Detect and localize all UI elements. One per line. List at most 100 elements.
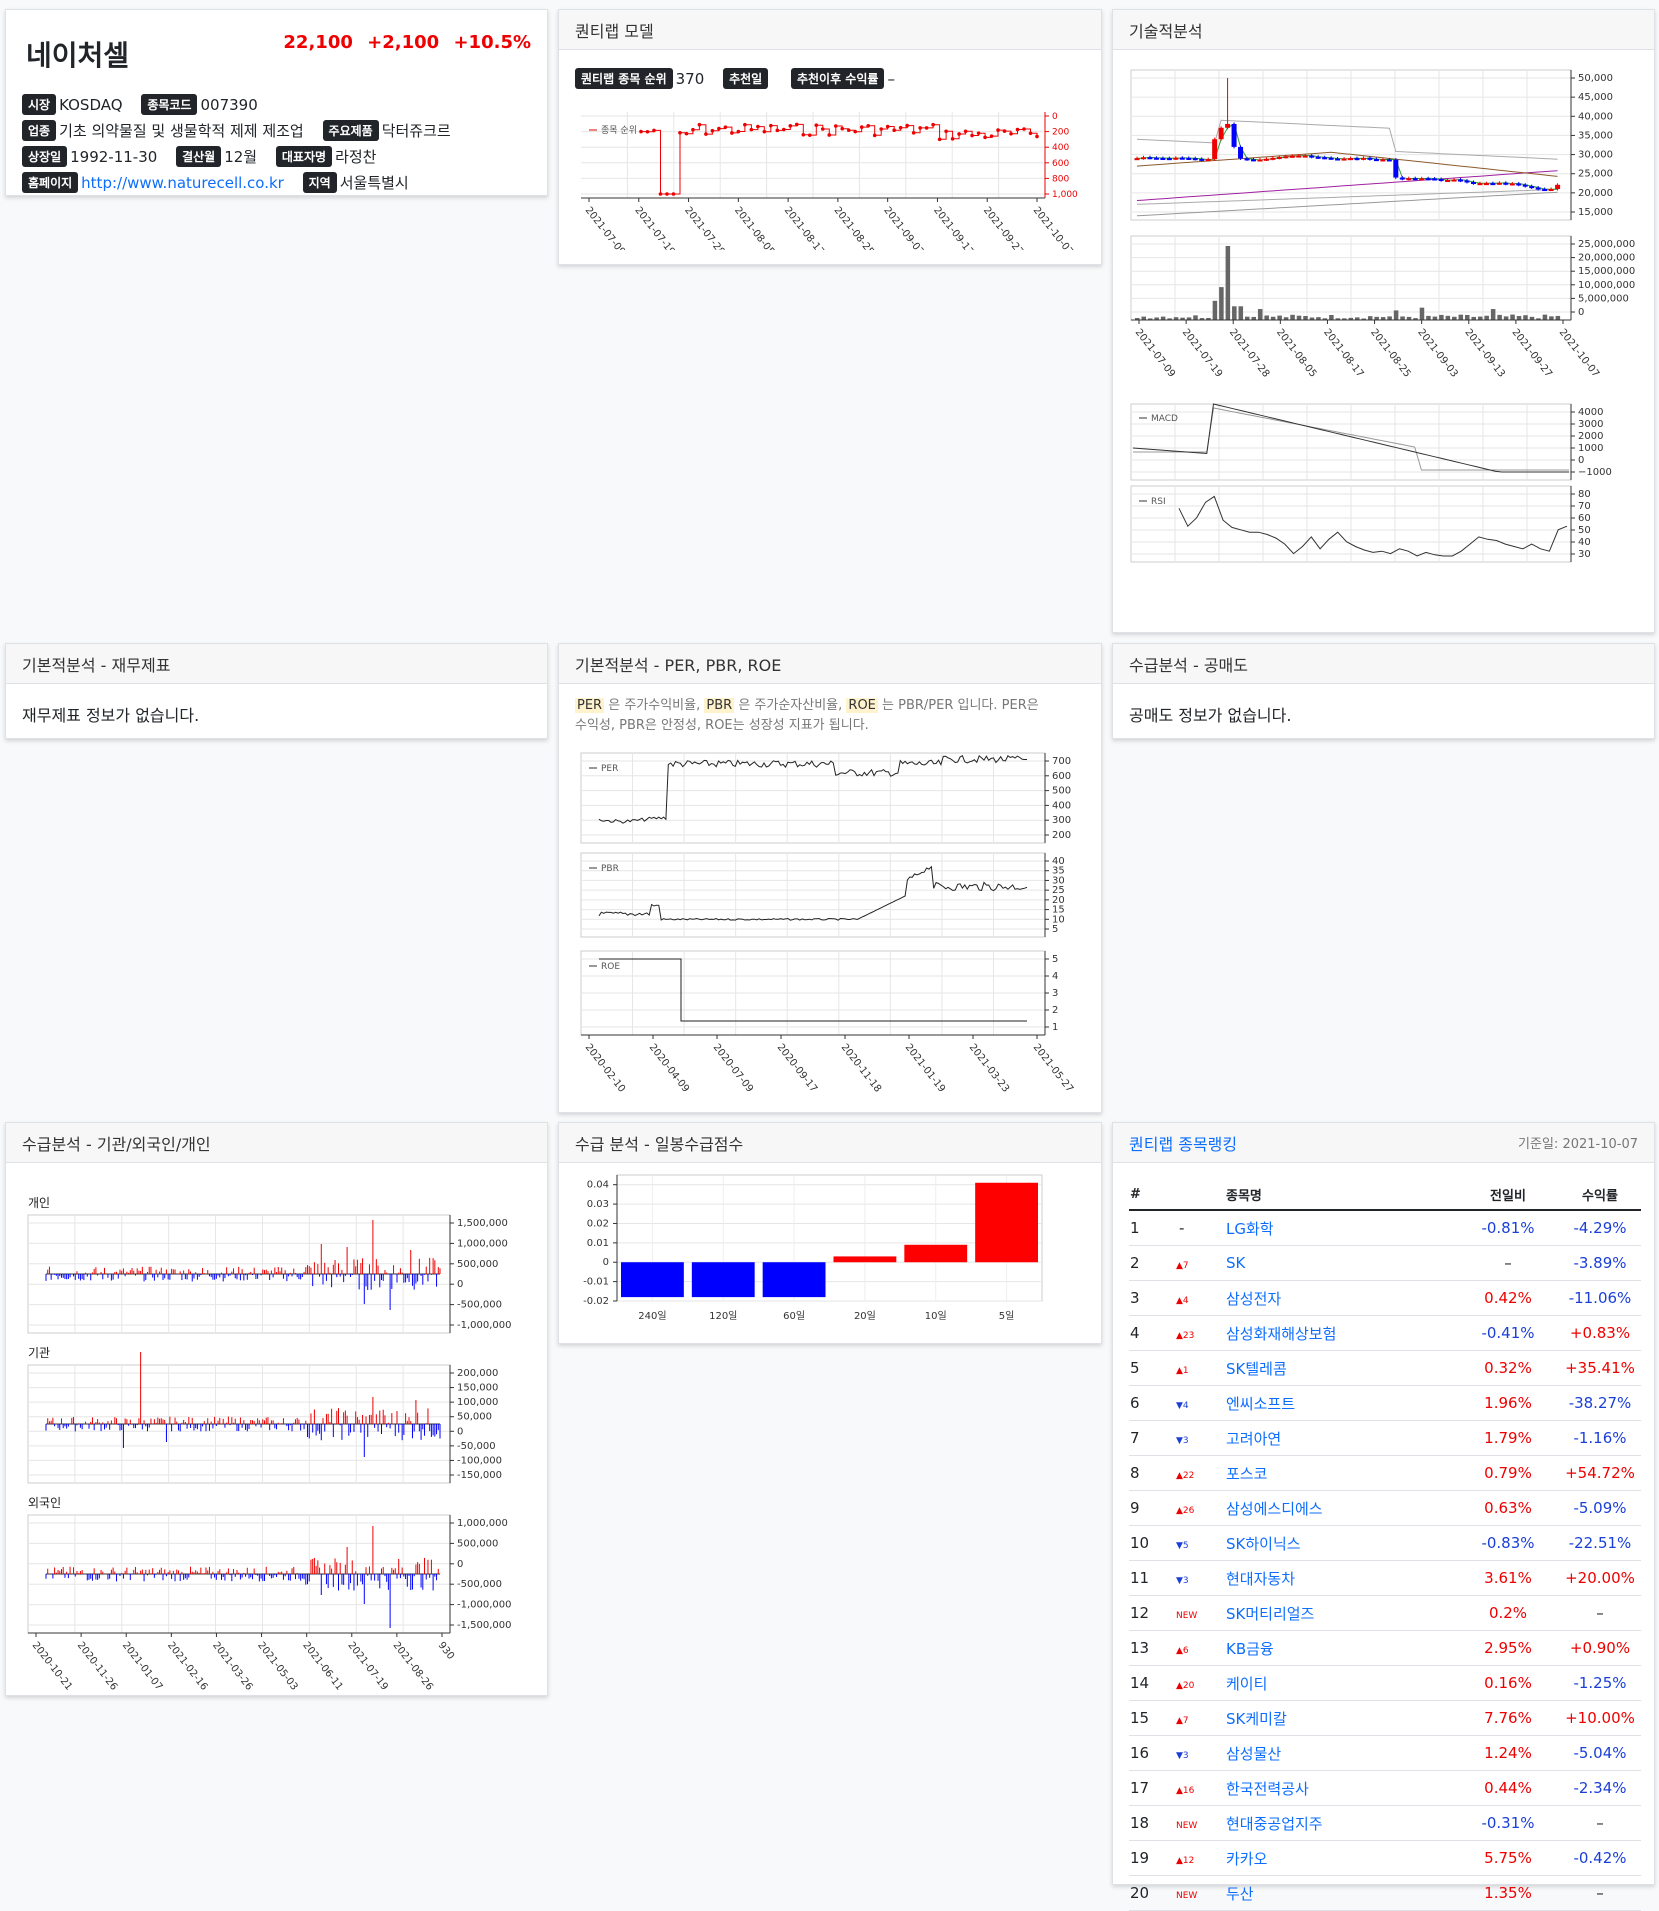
ranking-row: 20 NEW 두산 1.35% –	[1129, 1875, 1641, 1911]
model-rank-point	[782, 127, 786, 132]
fin-title: 기본적분석 - 재무제표	[22, 655, 171, 675]
foreign-label: 외국인	[28, 1496, 61, 1510]
ranking-stock-link[interactable]: 삼성전자	[1226, 1289, 1282, 1308]
model-legend: 종목 순위	[589, 125, 637, 136]
model-rank-point	[710, 128, 715, 133]
flow-card: 수급분석 - 기관/외국인/개인 개인 1,500,000 1,000,000 500…	[5, 1122, 548, 1696]
ranking-return: –	[1559, 1595, 1641, 1631]
market-value: KOSDAQ	[59, 96, 123, 114]
ranking-stock-link[interactable]: SK머티리얼즈	[1226, 1604, 1315, 1623]
ratio-card-header: 기본적분석 - PER, PBR, ROE	[559, 644, 1101, 684]
pbr-ytick: 20	[1052, 895, 1065, 906]
ranking-stock-link[interactable]: 현대중공업지주	[1226, 1814, 1323, 1833]
model-rank-point	[749, 127, 754, 132]
ranking-stock-link[interactable]: SK텔레콤	[1226, 1359, 1287, 1378]
model-summary: 퀀티랩 종목 순위 370 추천일 추천이후 수익률 –	[559, 50, 1101, 89]
rank-up-icon: ▲	[1176, 1786, 1183, 1796]
ranking-change: -0.81%	[1457, 1210, 1559, 1246]
inst-label: 기관	[28, 1346, 50, 1360]
candle-body	[1348, 158, 1354, 161]
ranking-name: 고려아연	[1225, 1420, 1457, 1456]
short-card-header: 수급분석 - 공매도	[1113, 644, 1654, 684]
ma120-line	[1136, 191, 1558, 217]
industry-badge: 업종	[22, 120, 57, 141]
ranking-stock-link[interactable]: 두산	[1226, 1884, 1254, 1903]
volume-bar	[1445, 315, 1451, 320]
ranking-return: -4.29%	[1559, 1210, 1641, 1246]
per-ytick: 300	[1052, 815, 1071, 826]
ranking-stock-link[interactable]: SK하이닉스	[1226, 1534, 1301, 1553]
model-ytick: 800	[1052, 174, 1069, 184]
ranking-return: -2.34%	[1559, 1770, 1641, 1806]
ceo-badge: 대표자명	[275, 146, 333, 167]
ranking-name: 케이티	[1225, 1665, 1457, 1701]
model-rank-point	[905, 123, 909, 128]
volume-bar	[1180, 317, 1185, 320]
daily-bar	[762, 1262, 826, 1298]
model-rank-point	[788, 124, 793, 128]
model-rank-point	[918, 126, 922, 130]
candle-body	[1276, 156, 1282, 159]
ranking-stock-link[interactable]: 한국전력공사	[1226, 1779, 1309, 1798]
flow-xtick: 2021-06-11	[300, 1640, 344, 1693]
volume-bar	[1413, 318, 1418, 320]
ranking-stock-link[interactable]: KB금융	[1226, 1639, 1274, 1658]
volume-bar	[1374, 316, 1379, 320]
product-value: 닥터쥬크르	[381, 122, 451, 140]
model-rank-point	[1009, 131, 1013, 136]
roe-ytick: 2	[1052, 1005, 1058, 1016]
homepage-link[interactable]: http://www.naturecell.co.kr	[81, 174, 284, 192]
ranking-stock-link[interactable]: 삼성화재해상보험	[1226, 1324, 1337, 1343]
fin-empty-text: 재무제표 정보가 없습니다.	[22, 706, 200, 725]
flow-xtick: 2021-05-03	[255, 1640, 299, 1693]
candle-body	[1231, 123, 1237, 147]
ranking-stock-link[interactable]: 케이티	[1226, 1674, 1268, 1693]
ranking-name: 삼성에스디에스	[1225, 1490, 1457, 1526]
model-rank-point	[769, 123, 773, 128]
candle-body	[1166, 158, 1172, 161]
ranking-stock-link[interactable]: 포스코	[1226, 1464, 1268, 1483]
volume-bar	[1523, 315, 1528, 320]
price-ytick: 40,000	[1578, 111, 1613, 122]
model-rank-point	[1028, 131, 1033, 136]
model-rank-point	[756, 124, 760, 129]
candle-body	[1140, 157, 1146, 160]
flow-xtick: 2021-02-16	[165, 1640, 209, 1693]
retail-label: 개인	[28, 1196, 50, 1210]
model-rank-point	[814, 123, 819, 128]
volume-bar	[1251, 316, 1256, 320]
model-rank-point	[775, 128, 780, 133]
ranking-stock-link[interactable]: 삼성에스디에스	[1226, 1499, 1323, 1518]
ranking-return: -5.09%	[1559, 1490, 1641, 1526]
ranking-return: –	[1559, 1875, 1641, 1911]
ranking-name: 두산	[1225, 1875, 1457, 1911]
ranking-stock-link[interactable]: SK	[1226, 1254, 1246, 1272]
ratio-xtick: 2020-11-18	[839, 1042, 883, 1095]
macd-signal-line	[1133, 407, 1569, 471]
ranking-stock-link[interactable]: LG화학	[1226, 1219, 1274, 1238]
ranking-stock-link[interactable]: 고려아연	[1226, 1429, 1282, 1448]
ranking-stock-link[interactable]: SK케미칼	[1226, 1709, 1287, 1728]
model-rank-point	[730, 131, 734, 135]
tech-card-header: 기술적분석	[1113, 10, 1654, 50]
flow-xtick: 2021-03-26	[210, 1640, 254, 1693]
volume-ytick: 5,000,000	[1578, 293, 1629, 304]
ranking-title[interactable]: 퀀티랩 종목랭킹	[1129, 1134, 1238, 1154]
ranking-num: 9	[1129, 1490, 1175, 1526]
ranking-change: 1.24%	[1457, 1735, 1559, 1771]
ranking-date: 기준일: 2021-10-07	[1518, 1137, 1638, 1152]
ranking-row: 2 ▲7 SK – -3.89%	[1129, 1245, 1641, 1281]
ranking-stock-link[interactable]: 삼성물산	[1226, 1744, 1282, 1763]
ranking-stock-link[interactable]: 현대자동차	[1226, 1569, 1296, 1588]
ranking-stock-link[interactable]: 엔씨소프트	[1226, 1394, 1296, 1413]
rsi-ytick: 50	[1578, 525, 1591, 536]
ranking-stock-link[interactable]: 카카오	[1226, 1849, 1268, 1868]
ranking-num: 2	[1129, 1245, 1175, 1281]
ranking-change: 1.79%	[1457, 1420, 1559, 1456]
rank-up-icon: ▲	[1176, 1331, 1183, 1341]
model-rank-point	[684, 131, 689, 136]
ranking-row: 5 ▲1 SK텔레콤 0.32% +35.41%	[1129, 1350, 1641, 1386]
ranking-move: NEW	[1175, 1805, 1225, 1841]
ranking-num: 13	[1129, 1630, 1175, 1666]
bollinger-lower	[1136, 188, 1558, 205]
